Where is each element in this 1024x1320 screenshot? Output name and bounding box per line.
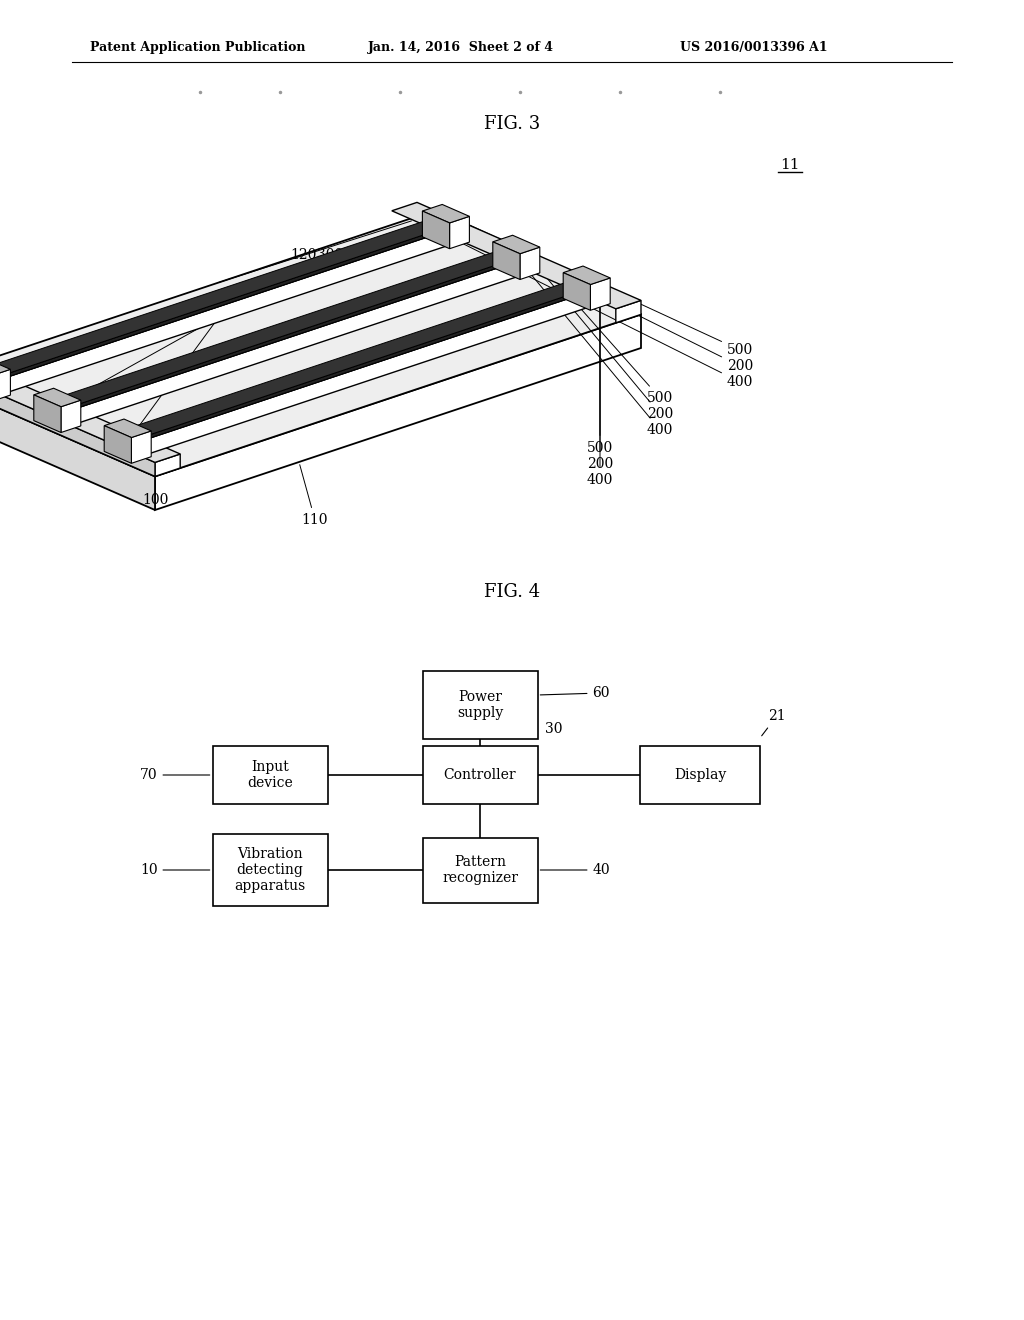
- Polygon shape: [115, 437, 132, 459]
- Text: 10: 10: [140, 863, 210, 876]
- Text: 300: 300: [65, 248, 343, 404]
- Polygon shape: [34, 388, 81, 407]
- Text: 200: 200: [531, 259, 673, 421]
- Text: FIG. 3: FIG. 3: [484, 115, 540, 133]
- Polygon shape: [0, 364, 155, 477]
- Text: 400: 400: [531, 275, 673, 437]
- Text: 300: 300: [134, 288, 248, 433]
- Text: 70: 70: [140, 768, 210, 781]
- Text: 120: 120: [290, 248, 316, 261]
- Polygon shape: [44, 246, 529, 409]
- Text: Display: Display: [674, 768, 726, 781]
- Text: Input
device: Input device: [247, 760, 293, 791]
- Text: Jan. 14, 2016  Sheet 2 of 4: Jan. 14, 2016 Sheet 2 of 4: [368, 41, 554, 54]
- Polygon shape: [0, 379, 155, 510]
- Polygon shape: [493, 242, 520, 280]
- Polygon shape: [0, 216, 641, 477]
- Polygon shape: [0, 370, 10, 401]
- Polygon shape: [0, 358, 10, 376]
- Bar: [213, 834, 328, 906]
- Text: 110: 110: [300, 465, 329, 527]
- Text: 100: 100: [141, 492, 168, 510]
- Polygon shape: [615, 301, 641, 323]
- Polygon shape: [61, 257, 529, 429]
- Text: Pattern
recognizer: Pattern recognizer: [442, 855, 518, 886]
- Polygon shape: [132, 288, 600, 459]
- Polygon shape: [34, 395, 61, 433]
- Polygon shape: [104, 425, 131, 463]
- Text: Patent Application Publication: Patent Application Publication: [90, 41, 305, 54]
- Polygon shape: [155, 314, 641, 510]
- Text: 400: 400: [587, 306, 613, 487]
- Polygon shape: [520, 247, 540, 280]
- Polygon shape: [131, 430, 152, 463]
- Polygon shape: [44, 405, 61, 429]
- Polygon shape: [61, 400, 81, 433]
- Text: Controller: Controller: [443, 768, 516, 781]
- Polygon shape: [115, 277, 600, 441]
- Text: 500: 500: [531, 253, 673, 405]
- Polygon shape: [44, 249, 529, 413]
- Text: 60: 60: [541, 686, 610, 700]
- Bar: [640, 746, 760, 804]
- Polygon shape: [115, 433, 132, 444]
- Text: 21: 21: [762, 709, 785, 735]
- Text: 500: 500: [462, 222, 753, 356]
- Polygon shape: [0, 227, 459, 397]
- Polygon shape: [563, 267, 610, 285]
- Text: Power
supply: Power supply: [457, 690, 503, 721]
- Bar: [423, 837, 538, 903]
- Text: 500: 500: [587, 285, 613, 455]
- Polygon shape: [392, 202, 641, 309]
- Text: Vibration
detecting
apparatus: Vibration detecting apparatus: [234, 847, 305, 894]
- Text: 40: 40: [541, 863, 610, 876]
- Polygon shape: [104, 418, 152, 437]
- Polygon shape: [0, 219, 459, 383]
- Text: US 2016/0013396 A1: US 2016/0013396 A1: [680, 41, 827, 54]
- Text: 300: 300: [219, 209, 443, 282]
- Polygon shape: [44, 403, 61, 413]
- Polygon shape: [0, 223, 459, 383]
- Bar: [423, 746, 538, 804]
- Text: 200: 200: [587, 290, 613, 471]
- Text: FIG. 4: FIG. 4: [484, 583, 540, 601]
- Polygon shape: [0, 215, 459, 379]
- Polygon shape: [61, 253, 529, 413]
- Bar: [213, 746, 328, 804]
- Polygon shape: [155, 454, 180, 477]
- Polygon shape: [422, 205, 469, 223]
- Polygon shape: [422, 211, 450, 248]
- Polygon shape: [591, 279, 610, 310]
- Polygon shape: [0, 356, 180, 462]
- Text: 11: 11: [780, 158, 800, 172]
- Bar: [423, 671, 538, 739]
- Polygon shape: [493, 235, 540, 253]
- Polygon shape: [132, 285, 600, 444]
- Polygon shape: [450, 216, 469, 248]
- Polygon shape: [115, 280, 600, 444]
- Text: 30: 30: [546, 722, 563, 737]
- Text: 400: 400: [462, 243, 754, 389]
- Polygon shape: [563, 273, 591, 310]
- Text: 200: 200: [462, 227, 753, 374]
